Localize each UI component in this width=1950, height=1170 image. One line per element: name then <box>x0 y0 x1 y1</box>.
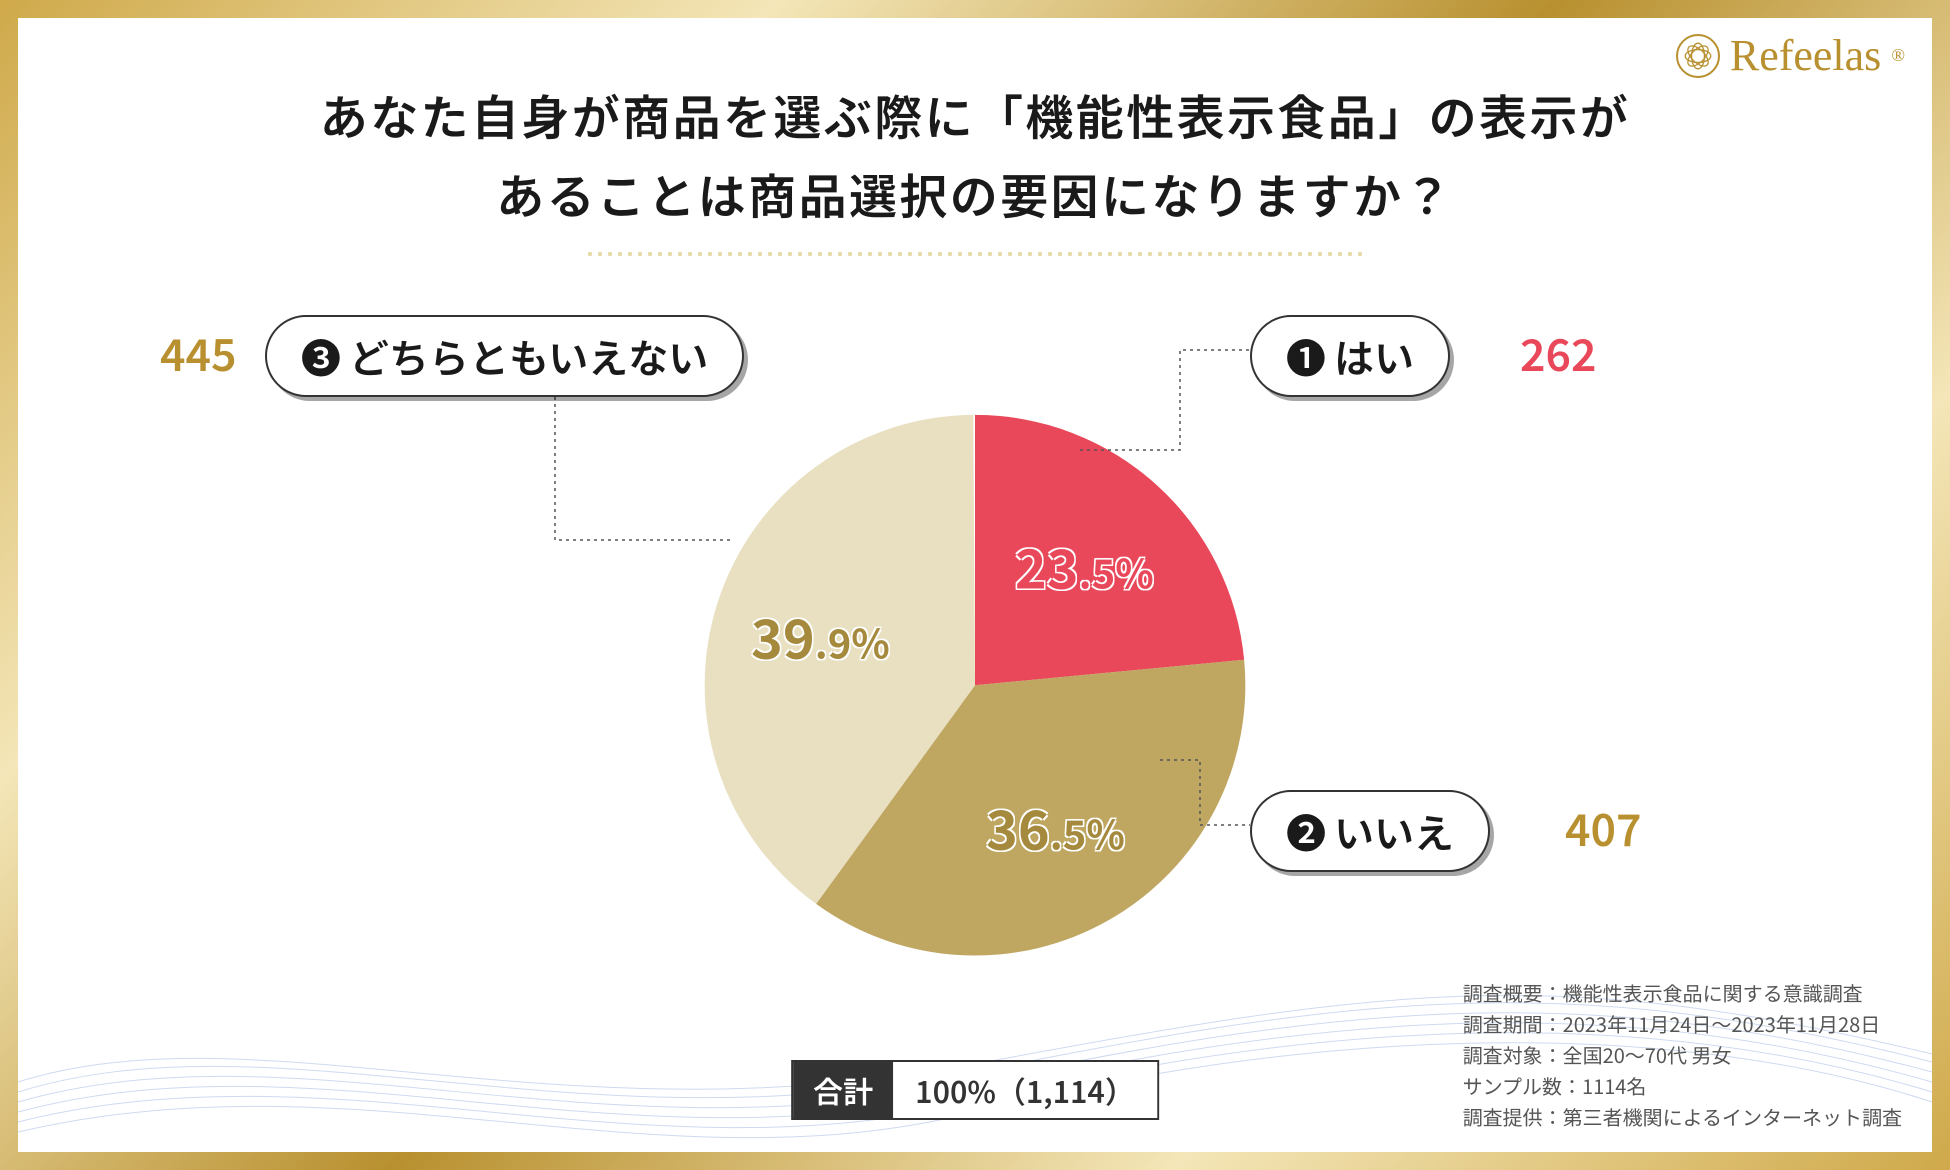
brand-name: Refeelas <box>1730 30 1881 81</box>
count-yes: 262 <box>1520 320 1597 384</box>
callout-box-neither: ❸ どちらともいえない <box>265 315 744 397</box>
infographic-frame: Refeelas ® あなた自身が商品を選ぶ際に「機能性表示食品」の表示が あるこ… <box>0 0 1950 1170</box>
title-line-2: あることは商品選択の要因になりますか？ <box>0 154 1950 233</box>
count-no: 407 <box>1565 795 1642 859</box>
title-underline <box>585 251 1365 257</box>
callout-neither: ❸ どちらともいえない <box>265 315 744 397</box>
badge-1: ❶ <box>1286 327 1326 385</box>
globe-icon <box>1676 34 1720 78</box>
label-no: いいえ <box>1334 802 1454 860</box>
meta-row-4: 調査提供：第三者機関によるインターネット調査 <box>1463 1101 1902 1132</box>
chart-title: あなた自身が商品を選ぶ際に「機能性表示食品」の表示が あることは商品選択の要因に… <box>0 75 1950 257</box>
survey-meta: 調査概要：機能性表示食品に関する意識調査調査期間：2023年11月24日～202… <box>1463 977 1902 1132</box>
total-value: 100%（1,114） <box>893 1062 1157 1118</box>
title-line-1: あなた自身が商品を選ぶ際に「機能性表示食品」の表示が <box>0 75 1950 154</box>
meta-row-3: サンプル数：1114名 <box>1463 1070 1902 1101</box>
slice-pct-3: 39.9% <box>751 596 890 675</box>
label-neither: どちらともいえない <box>349 327 708 385</box>
meta-row-1: 調査期間：2023年11月24日～2023年11月28日 <box>1463 1008 1902 1039</box>
callout-no: ❷ いいえ <box>1250 790 1490 872</box>
count-neither: 445 <box>160 320 237 384</box>
brand-logo: Refeelas ® <box>1676 30 1905 81</box>
callout-box-yes: ❶ はい <box>1250 315 1450 397</box>
badge-3: ❸ <box>301 327 341 385</box>
trademark: ® <box>1891 45 1905 66</box>
total-box: 合計 100%（1,114） <box>791 1060 1159 1120</box>
slice-pct-1: 23.5% <box>1015 526 1154 605</box>
pie-chart: 23.5% 36.5% 39.9% <box>695 405 1255 965</box>
badge-2: ❷ <box>1286 802 1326 860</box>
callout-box-no: ❷ いいえ <box>1250 790 1490 872</box>
label-yes: はい <box>1334 327 1414 385</box>
callout-yes: ❶ はい <box>1250 315 1450 397</box>
meta-row-2: 調査対象：全国20～70代 男女 <box>1463 1039 1902 1070</box>
total-label: 合計 <box>793 1062 893 1118</box>
meta-row-0: 調査概要：機能性表示食品に関する意識調査 <box>1463 977 1902 1008</box>
slice-pct-2: 36.5% <box>986 787 1125 866</box>
